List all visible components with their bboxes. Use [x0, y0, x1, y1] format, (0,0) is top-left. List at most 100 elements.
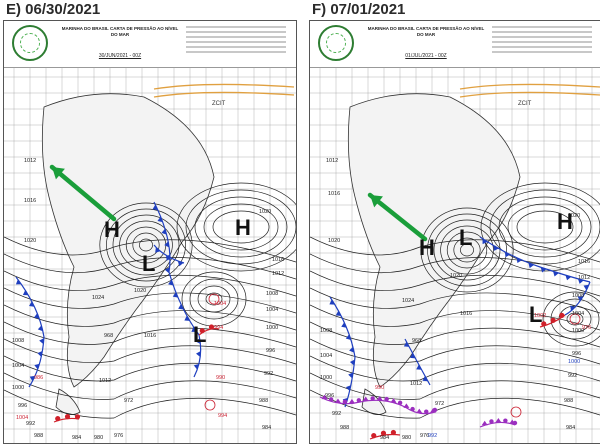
low-center-marker [204, 399, 216, 411]
cold-front-triangle [416, 364, 422, 370]
isobar-label: 984 [72, 435, 81, 441]
isobar-label: 1020 [328, 238, 340, 244]
isobar-label: 988 [259, 398, 268, 404]
cold-front-triangle [22, 290, 29, 296]
isobar [119, 220, 173, 270]
isobar [310, 389, 600, 419]
cold-front-triangle [341, 322, 347, 328]
low-center-marker [569, 313, 581, 325]
isobar [197, 285, 231, 313]
front-pressure-label: 976 [582, 325, 591, 331]
low-center-marker [510, 406, 522, 418]
isobar-label: 1004 [320, 353, 332, 359]
isobar [139, 238, 153, 252]
arrow-head [52, 167, 65, 180]
cold-front-triangle [195, 338, 201, 344]
arrow-shaft [367, 192, 428, 242]
isobar [566, 312, 584, 326]
cold-front-triangle [403, 341, 410, 347]
cold-front-triangle [37, 351, 43, 357]
cold-front [15, 276, 45, 388]
synoptic-map: ZCIT 1012 1016 1020 1024 1020 1016 1012 1008 1004… [4, 67, 296, 443]
isobar-label: 980 [402, 435, 411, 441]
occluded-front [319, 394, 438, 415]
cold-front-triangle [161, 228, 167, 235]
occluded-front-triangle [495, 418, 502, 423]
itcz-line [459, 91, 600, 98]
isobar-label: 968 [104, 333, 113, 339]
cold-front-triangle [577, 278, 584, 284]
isobar-label: 1004 [572, 311, 584, 317]
cold-front-triangle [152, 204, 158, 211]
cold-front [479, 236, 591, 284]
cold-front-line [153, 244, 185, 264]
occluded-front-bump [384, 396, 389, 402]
front-pressure-label: 990 [375, 385, 384, 391]
isobar-label: 968 [412, 338, 421, 344]
cold-front-triangle [164, 267, 170, 274]
isobar-label: 1016 [578, 259, 590, 265]
isobar-label: 1012 [578, 275, 590, 281]
cold-front-triangle [583, 284, 589, 291]
warm-front-bump [371, 433, 377, 439]
south-america-shape [347, 93, 521, 388]
isobar [106, 208, 186, 282]
cold-front-triangle [329, 299, 335, 305]
isobar-label: 1000 [266, 325, 278, 331]
low-pressure-center: L [459, 225, 473, 250]
cold-front-triangle [166, 255, 172, 261]
isobar-label: 1004 [266, 307, 278, 313]
cold-front-triangle [348, 372, 354, 379]
front-pressure-label: 990 [216, 375, 225, 381]
occluded-front-triangle [403, 403, 410, 408]
warm-front-line [198, 328, 220, 336]
cold-front-triangle [540, 267, 547, 273]
low-pressure-center: L [142, 251, 156, 276]
isobar-label: 1000 [572, 328, 584, 334]
occluded-front-bump [424, 409, 429, 414]
front-pressure-label: 986 [34, 375, 43, 381]
isobar [460, 243, 474, 257]
isobar [185, 189, 296, 265]
arrow-shaft [49, 164, 117, 222]
warm-front [198, 324, 220, 336]
cold-front-line [479, 236, 591, 283]
low-pressure-center: L [193, 322, 207, 347]
isobar [310, 372, 600, 400]
occluded-front-bump [342, 399, 348, 404]
tierra-del-fuego-shape [361, 388, 387, 415]
isobar-label: 1008 [320, 328, 332, 334]
isobar-label: 988 [564, 398, 573, 404]
isobar-label: 1020 [259, 209, 271, 215]
cold-front-triangle [168, 279, 174, 286]
panel-f-label: F) 07/01/2021 [312, 1, 406, 18]
cold-front-triangle [345, 334, 351, 340]
isobar [310, 270, 600, 297]
cold-front-triangle [177, 261, 184, 267]
isobar-label: 1000 [12, 385, 24, 391]
isobar [480, 182, 600, 272]
cold-front-triangle [178, 304, 184, 310]
isobar-label: 1016 [24, 198, 36, 204]
isobar [420, 207, 514, 293]
tierra-del-fuego-shape [55, 388, 81, 415]
cold-front-triangle [493, 245, 499, 251]
isobar-label: 996 [266, 348, 275, 354]
occluded-front [479, 418, 518, 428]
occluded-front-triangle [376, 395, 383, 401]
warm-front [539, 312, 566, 328]
annotation-arrow [49, 164, 117, 222]
isobar [542, 291, 600, 347]
cold-front-triangle [184, 315, 190, 321]
itcz-label: ZCIT [518, 101, 532, 107]
isobar-label: 984 [566, 425, 575, 431]
cold-front-triangle [34, 313, 40, 319]
cold-front-triangle [172, 292, 179, 298]
itcz-line [459, 83, 600, 90]
front-pressure-label: 1000 [568, 359, 580, 365]
header-fine-print [186, 26, 286, 56]
chart-header: MARINHA DO BRASIL CARTA DE PRESSÃO AO NÍ… [310, 21, 600, 68]
cold-front-triangle [193, 363, 200, 370]
low-pressure-center: L [529, 302, 543, 327]
warm-front [53, 414, 81, 423]
